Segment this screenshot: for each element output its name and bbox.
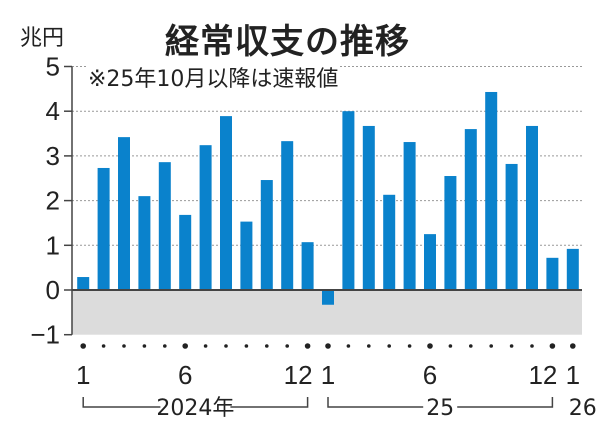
year-label: 26 bbox=[569, 396, 597, 421]
bar bbox=[526, 125, 538, 291]
bar bbox=[77, 277, 90, 290]
bar bbox=[301, 242, 314, 290]
year-label: 2024年 bbox=[156, 396, 234, 421]
chart-title: 経常収支の推移 bbox=[165, 22, 410, 62]
x-tick-label: 12 bbox=[284, 360, 313, 390]
month-dot bbox=[224, 344, 228, 348]
month-dot bbox=[489, 344, 494, 348]
month-dot bbox=[142, 344, 147, 348]
y-tick-label: 0 bbox=[46, 275, 60, 305]
month-dot bbox=[203, 344, 208, 348]
x-tick-label: 12 bbox=[528, 360, 557, 390]
y-tick-label: 4 bbox=[46, 96, 60, 126]
bar bbox=[566, 248, 579, 290]
bar bbox=[505, 163, 518, 290]
bar bbox=[118, 137, 130, 290]
x-tick-label: 6 bbox=[178, 360, 192, 390]
bar bbox=[97, 167, 110, 290]
bar bbox=[220, 116, 232, 290]
y-tick-label: 2 bbox=[46, 186, 60, 216]
chart-note: ※25年10月以降は速報値 bbox=[88, 66, 339, 94]
bar bbox=[464, 129, 477, 290]
bar bbox=[362, 125, 375, 291]
bar bbox=[240, 221, 253, 290]
bar bbox=[444, 176, 457, 290]
bar bbox=[546, 257, 559, 290]
y-tick-label: 3 bbox=[46, 141, 60, 171]
month-dot bbox=[325, 343, 331, 349]
month-dot bbox=[265, 344, 269, 348]
month-dot bbox=[346, 344, 351, 348]
bar bbox=[260, 180, 273, 290]
year-bracket bbox=[327, 397, 424, 408]
month-dot bbox=[244, 344, 249, 348]
y-tick-label: 1 bbox=[46, 230, 60, 260]
y-tick-label: −1 bbox=[30, 320, 60, 350]
month-dot bbox=[163, 344, 167, 348]
bar bbox=[199, 145, 212, 290]
month-dot bbox=[182, 343, 188, 349]
bar bbox=[179, 214, 192, 290]
bar bbox=[138, 196, 151, 290]
bar bbox=[281, 141, 294, 290]
month-dot bbox=[101, 344, 106, 348]
bar bbox=[322, 290, 334, 305]
bar bbox=[424, 234, 436, 290]
bar bbox=[342, 111, 355, 290]
x-tick-label: 1 bbox=[566, 360, 580, 390]
x-tick-label: 1 bbox=[76, 360, 90, 390]
y-axis-unit: 兆円 bbox=[20, 26, 65, 51]
x-tick-label: 1 bbox=[321, 360, 335, 390]
month-dot bbox=[549, 343, 556, 349]
month-dot bbox=[570, 343, 576, 349]
month-dot bbox=[387, 344, 392, 348]
month-dot bbox=[304, 343, 311, 349]
month-dot bbox=[285, 344, 290, 348]
year-label: 25 bbox=[426, 396, 454, 421]
month-dot bbox=[367, 344, 371, 348]
month-dot bbox=[407, 344, 412, 348]
month-dot bbox=[509, 344, 514, 348]
year-bracket bbox=[230, 397, 309, 408]
month-dot bbox=[122, 344, 126, 348]
month-dot bbox=[427, 343, 433, 349]
year-bracket bbox=[82, 397, 161, 408]
x-tick-label: 6 bbox=[423, 360, 437, 390]
month-dot bbox=[469, 344, 473, 348]
month-dot bbox=[530, 344, 534, 348]
bar bbox=[383, 194, 396, 290]
bar bbox=[485, 91, 498, 290]
month-dot bbox=[448, 344, 453, 348]
month-dot bbox=[80, 343, 86, 349]
year-bracket bbox=[457, 397, 554, 408]
bar bbox=[403, 142, 416, 290]
y-tick-label: 5 bbox=[46, 52, 60, 82]
bar bbox=[158, 162, 171, 290]
